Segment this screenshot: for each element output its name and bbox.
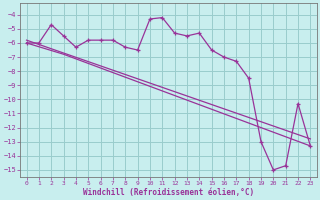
X-axis label: Windchill (Refroidissement éolien,°C): Windchill (Refroidissement éolien,°C)	[83, 188, 254, 197]
